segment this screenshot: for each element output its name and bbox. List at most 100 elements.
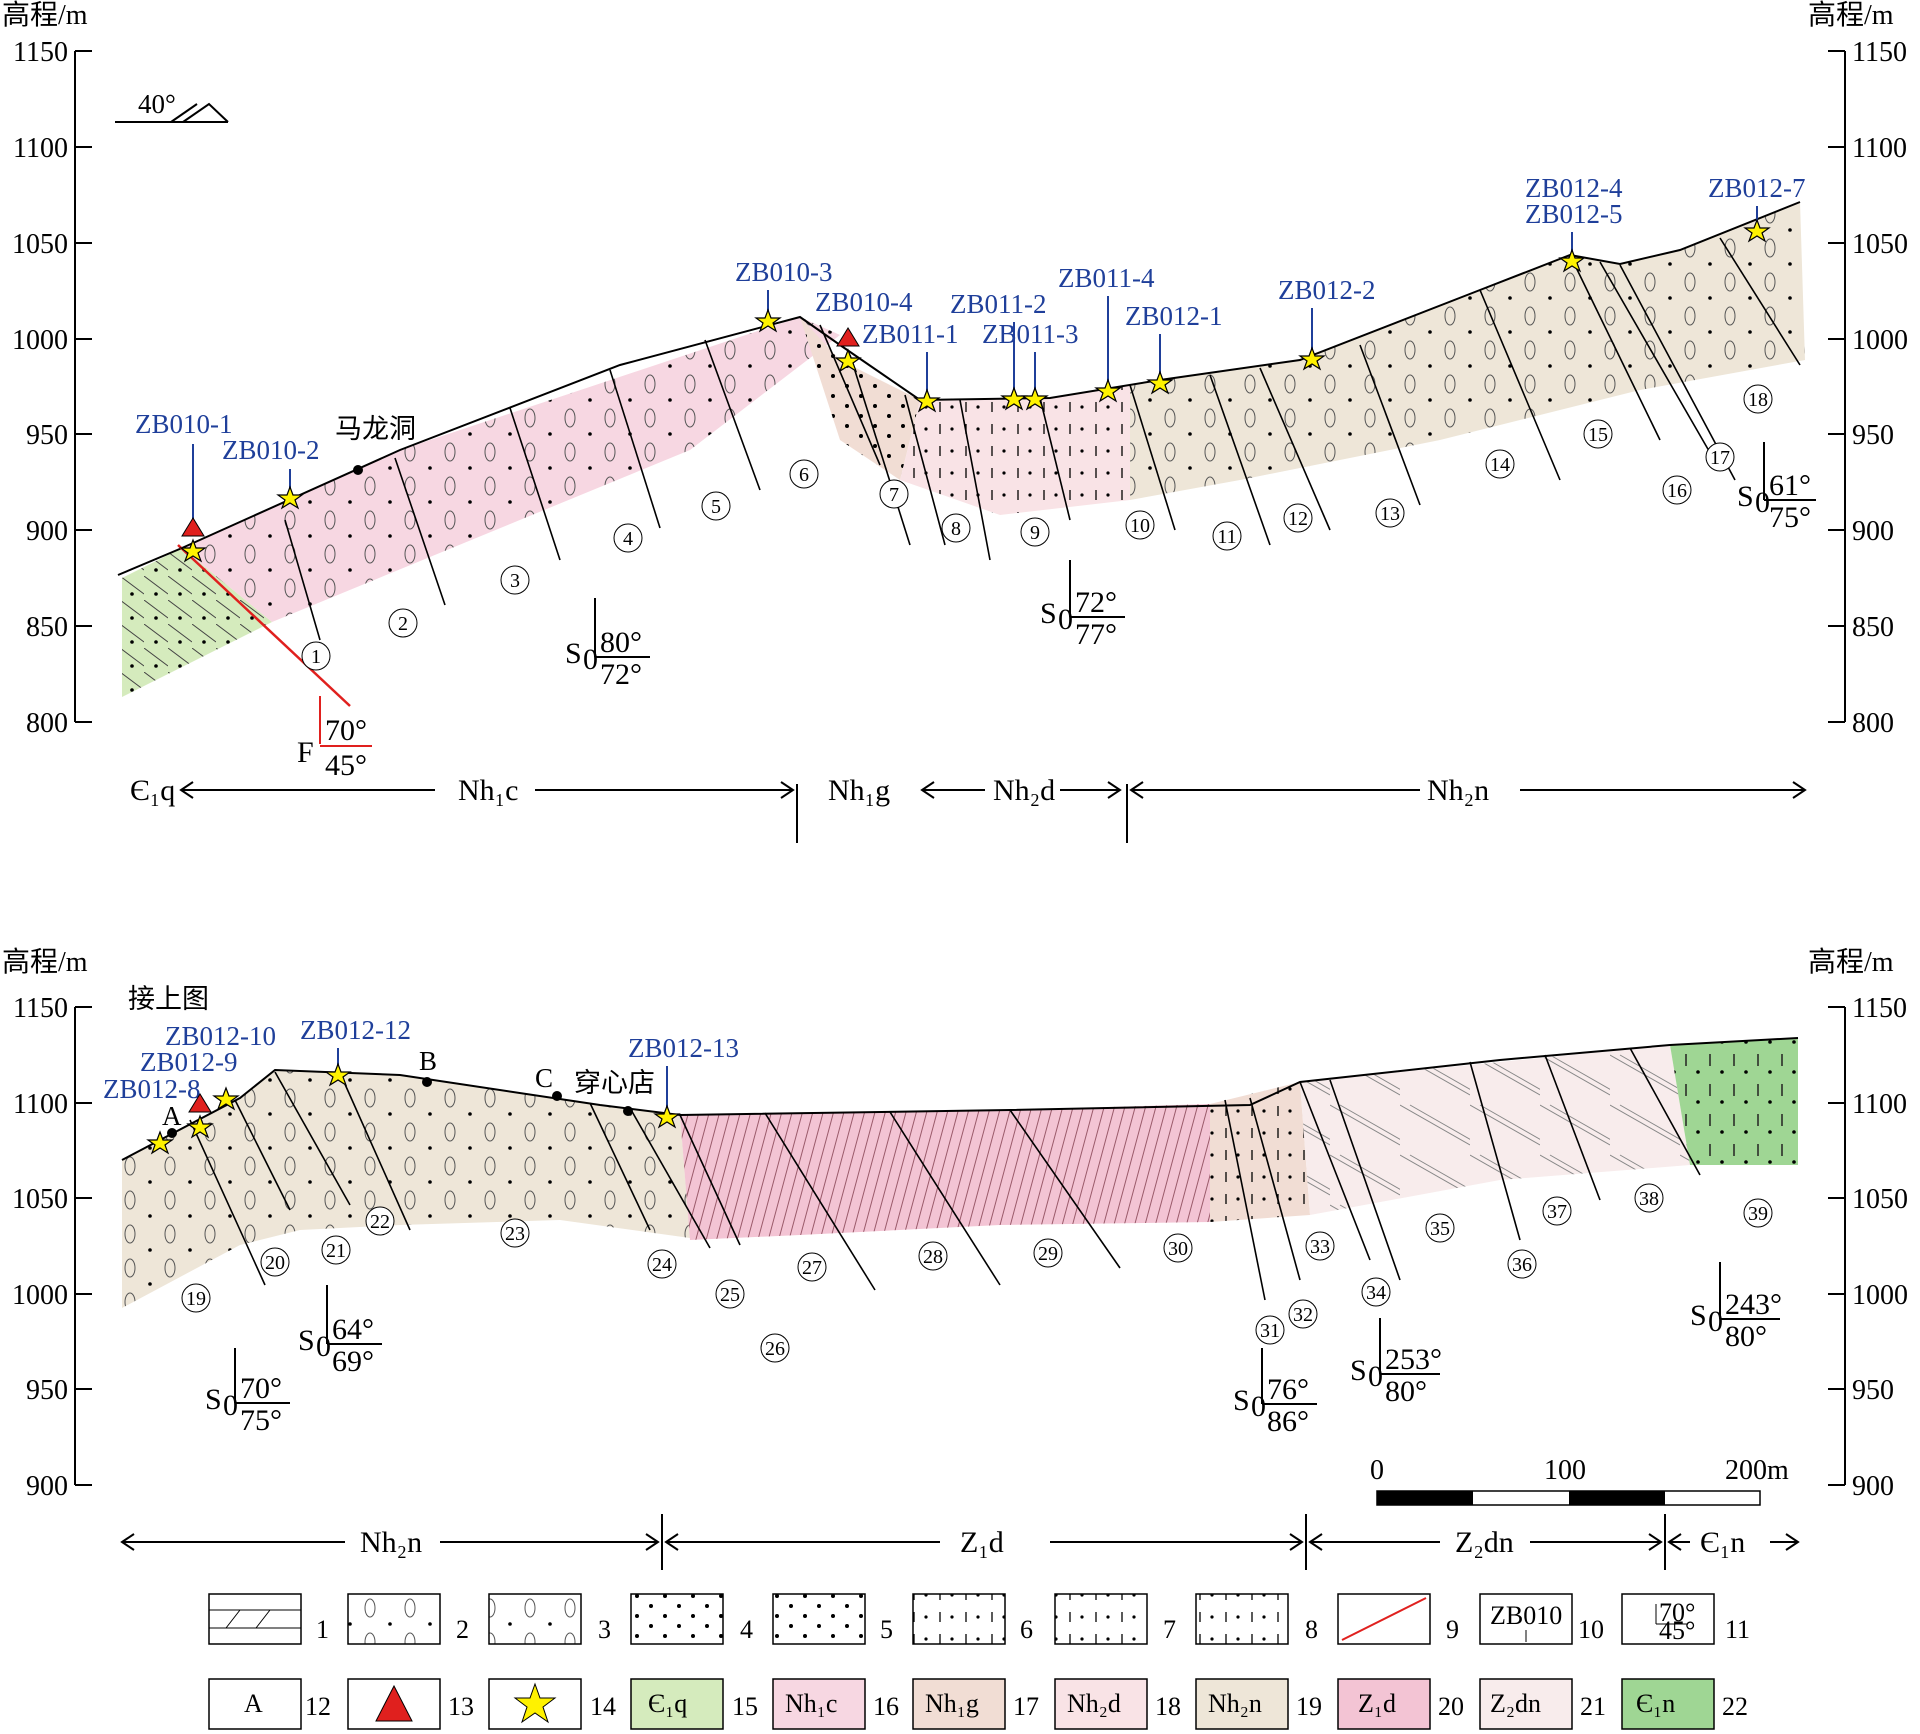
layer-marker: 15 [1583,419,1613,449]
layer-marker: 2 [388,608,418,638]
place-label-chuanxindian: 穿心店 [574,1068,655,1098]
layer-marker: 1 [301,641,331,671]
bottom-right-axis [1828,1006,1846,1486]
legend-item-12: A 12 [208,1678,331,1730]
svg-text:2: 2 [456,1615,469,1644]
sample-ZB012-7: ZB012-7 [1708,173,1806,228]
layer-marker: 19 [181,1283,211,1313]
svg-text:29: 29 [1038,1243,1058,1265]
svg-text:1: 1 [311,646,321,668]
svg-text:28: 28 [923,1246,943,1268]
svg-text:14: 14 [590,1692,616,1721]
svg-text:4: 4 [623,528,633,550]
svg-text:27: 27 [802,1257,822,1279]
layer-marker: 27 [797,1252,827,1282]
layer-marker: 38 [1634,1183,1664,1213]
svg-text:9: 9 [1030,522,1040,544]
place-point [353,465,363,475]
top-right-tick-labels: 1150 1100 1050 1000 950 900 850 800 [1852,37,1908,739]
svg-text:16: 16 [873,1692,899,1721]
star-icon [513,1682,557,1724]
svg-text:20: 20 [265,1252,285,1274]
svg-text:17: 17 [1013,1692,1039,1721]
star-icon [276,485,304,510]
sample-ZB012-5: ZB012-5 [1525,199,1623,258]
bottom-attitude-3: S 0 76° 86° [1233,1348,1317,1438]
star-icon [1094,378,1122,403]
star-icon [146,1130,174,1155]
layer-marker: 7 [879,479,909,509]
svg-text:17: 17 [1710,447,1730,469]
star-icon [324,1062,352,1087]
star-icon [754,308,782,333]
sample-ZB010-2: ZB010-2 [222,435,320,496]
svg-text:Z₁d: Z₁d [1358,1689,1396,1718]
svg-text:31: 31 [1260,1320,1280,1342]
svg-text:1050: 1050 [12,229,68,260]
svg-text:S: S [565,637,582,670]
svg-text:Nh₂n: Nh₂n [360,1526,422,1559]
bottom-attitude-5: S 0 243° 80° [1690,1262,1782,1353]
svg-text:ZB012-9: ZB012-9 [140,1047,238,1077]
bottom-unit-Nh2n [122,1070,690,1308]
svg-text:ZB011-2: ZB011-2 [950,289,1047,319]
scale-bar: 0 100 200m [1370,1455,1789,1506]
svg-text:950: 950 [26,1375,68,1406]
svg-text:70°: 70° [1659,1598,1695,1627]
star-icon [1743,218,1771,243]
svg-text:15: 15 [1588,424,1608,446]
svg-text:8: 8 [951,518,961,540]
layer-marker: 30 [1163,1233,1193,1263]
svg-text:7: 7 [1163,1615,1176,1644]
star-icon [179,538,207,563]
layer-marker: 11 [1212,521,1242,551]
layer-marker: 23 [500,1218,530,1248]
layer-marker: 33 [1305,1231,1335,1261]
svg-text:12: 12 [305,1692,331,1721]
svg-text:70°: 70° [240,1372,282,1405]
legend-item-2: 2 [347,1593,469,1645]
sample-ZB010-3: ZB010-3 [735,257,833,318]
top-unit-E1q [122,548,272,697]
svg-text:21: 21 [1580,1692,1606,1721]
layer-marker: 18 [1743,384,1773,414]
svg-text:1: 1 [316,1615,329,1644]
layer-marker: 12 [1283,503,1313,533]
layer-marker: 21 [321,1235,351,1265]
top-unit-Nh2n [1130,202,1805,500]
top-unit-Nh1g [800,317,920,480]
sample-ZB012-8: ZB012-8 [103,1074,201,1104]
legend-item-13: 13 [347,1678,474,1730]
svg-text:A: A [244,1689,263,1718]
svg-text:1000: 1000 [12,325,68,356]
layer-marker: 3 [500,565,530,595]
svg-text:23: 23 [505,1223,525,1245]
svg-text:75°: 75° [240,1404,282,1437]
svg-text:22: 22 [1722,1692,1748,1721]
bottom-points: A B C [162,1046,633,1138]
svg-text:18: 18 [1155,1692,1181,1721]
svg-text:ZB011-1: ZB011-1 [862,319,959,349]
star-icon [653,1104,681,1129]
svg-text:1000: 1000 [12,1280,68,1311]
svg-text:Nh₁g: Nh₁g [828,774,890,807]
svg-text:86°: 86° [1267,1405,1309,1438]
bottom-left-axis [74,1006,92,1486]
legend-item-3: 3 [488,1593,611,1645]
triangle-icon [188,1093,212,1113]
layer-marker: 39 [1743,1198,1773,1228]
sample-ZB012-1: ZB012-1 [1125,301,1223,380]
svg-text:1100: 1100 [13,1089,68,1120]
bottom-layer-numbers: 19 20 21 22 23 24 25 26 27 28 29 30 31 3… [181,1183,1773,1363]
top-sample-markers [179,218,1771,563]
svg-text:19: 19 [186,1288,206,1310]
svg-text:Z₁d: Z₁d [960,1526,1004,1559]
svg-text:1000: 1000 [1852,1280,1908,1311]
layer-marker: 29 [1033,1238,1063,1268]
svg-text:8: 8 [1305,1615,1318,1644]
bottom-formation-bar [120,1514,1800,1570]
svg-text:80°: 80° [1385,1375,1427,1408]
legend-item-7: 7 [1054,1593,1176,1645]
svg-text:1100: 1100 [1852,133,1907,164]
svg-text:0: 0 [1370,1455,1384,1486]
